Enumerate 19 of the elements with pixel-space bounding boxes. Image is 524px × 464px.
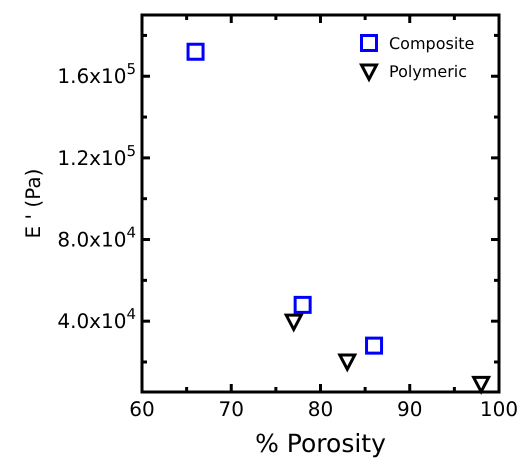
point [294, 296, 312, 314]
x-tick-label: 60 [129, 397, 155, 421]
x-tick-label: 100 [480, 397, 518, 421]
x-tick-label: 70 [218, 397, 244, 421]
point [284, 314, 303, 331]
y-axis-title: E ' (Pa) [21, 168, 45, 238]
point [365, 336, 384, 355]
legend-label: Composite [389, 34, 474, 53]
point [472, 376, 490, 394]
point [338, 353, 356, 371]
legend-label: Polymeric [389, 62, 468, 81]
point [186, 42, 205, 61]
y-tick-label: 1.6x10$^{5}$ [57, 60, 136, 88]
x-tick-label: 90 [397, 397, 422, 421]
x-tick-label: 80 [308, 397, 334, 421]
y-tick-label: 4.0x10$^{4}$ [57, 305, 136, 334]
y-tick-label: 8.0x10$^{4}$ [57, 224, 136, 252]
x-axis-title: % Porosity [255, 429, 386, 458]
y-tick-label: 1.2x10$^{5}$ [57, 142, 136, 170]
